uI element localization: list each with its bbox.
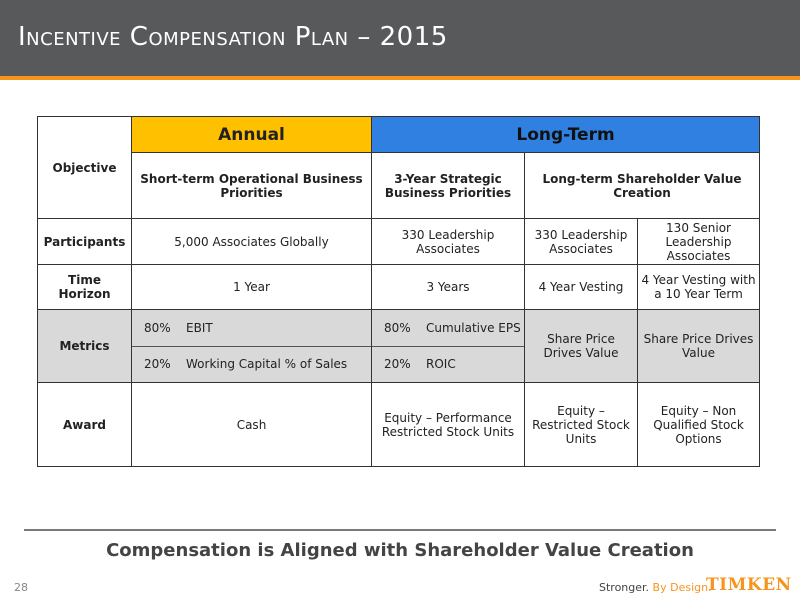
time-horizon-col3: 4 Year Vesting: [524, 264, 638, 310]
objective-strategic: 3-Year Strategic Business Priorities: [371, 152, 525, 219]
group-header-long-term: Long-Term: [370, 116, 761, 153]
table-row-metrics: Metrics 80% EBIT 20% Working Capital % of …: [37, 309, 761, 383]
participants-strategic: 330 Leadership Associates: [371, 218, 525, 265]
row-label-participants: Participants: [37, 218, 132, 265]
award-annual: Cash: [131, 382, 372, 467]
objective-annual: Short-term Operational Business Prioriti…: [131, 152, 372, 219]
footer-divider: [24, 529, 776, 531]
metric-label: Working Capital % of Sales: [186, 357, 348, 371]
table-row-objective: Short-term Operational Business Prioriti…: [38, 152, 761, 219]
row-label-objective: Objective: [37, 116, 132, 219]
row-label-award: Award: [37, 382, 132, 467]
metric-pct: 80%: [144, 321, 171, 335]
metric-strategic-2: 20% ROIC: [372, 346, 524, 382]
page-number: 28: [14, 581, 28, 594]
metrics-col3: Share Price Drives Value: [524, 309, 638, 383]
table-header-row: Objective Annual Long-Term: [37, 116, 761, 219]
title-bar: Incentive Compensation Plan – 2015: [0, 0, 800, 76]
header-accent-rule: [0, 76, 800, 80]
tagline: Compensation is Aligned with Shareholder…: [106, 540, 694, 561]
metrics-col4: Share Price Drives Value: [636, 309, 761, 383]
row-label-time-horizon: Time Horizon: [37, 264, 132, 310]
timken-logo: TIMKEN: [706, 575, 792, 595]
objective-shareholder: Long-term Shareholder Value Creation: [523, 152, 761, 219]
metric-pct: 20%: [384, 357, 411, 371]
award-col4: Equity – Non Qualified Stock Options: [636, 382, 761, 467]
metric-pct: 20%: [144, 357, 171, 371]
time-horizon-col4: 4 Year Vesting with a 10 Year Term: [636, 264, 761, 310]
group-header-annual: Annual: [131, 116, 372, 153]
metric-strategic-1: 80% Cumulative EPS: [372, 310, 524, 347]
page-title: Incentive Compensation Plan – 2015: [18, 22, 448, 52]
participants-col4: 130 Senior Leadership Associates: [636, 218, 761, 265]
time-horizon-annual: 1 Year: [131, 264, 372, 310]
award-col3: Equity – Restricted Stock Units: [524, 382, 638, 467]
table-row-time-horizon: Time Horizon 1 Year 3 Years 4 Year Vesti…: [37, 264, 761, 310]
participants-col3: 330 Leadership Associates: [524, 218, 638, 265]
table-row-participants: Participants 5,000 Associates Globally 3…: [37, 218, 761, 265]
metric-label: ROIC: [426, 357, 456, 371]
metrics-strategic: 80% Cumulative EPS 20% ROIC: [371, 309, 525, 383]
metric-annual-2: 20% Working Capital % of Sales: [132, 346, 371, 382]
brand-by-design: By Design.: [652, 581, 712, 594]
participants-annual: 5,000 Associates Globally: [131, 218, 372, 265]
metric-annual-1: 80% EBIT: [132, 310, 371, 347]
brand-slogan: Stronger. By Design.: [599, 581, 712, 594]
compensation-table: Objective Annual Long-Term Short-term Op…: [37, 116, 761, 467]
award-strategic: Equity – Performance Restricted Stock Un…: [371, 382, 525, 467]
metric-pct: 80%: [384, 321, 411, 335]
metric-label: EBIT: [186, 321, 213, 335]
metric-label: Cumulative EPS: [426, 321, 521, 335]
brand-stronger: Stronger.: [599, 581, 650, 594]
time-horizon-strategic: 3 Years: [371, 264, 525, 310]
row-label-metrics: Metrics: [37, 309, 132, 383]
table-row-award: Award Cash Equity – Performance Restrict…: [37, 382, 761, 467]
metrics-annual: 80% EBIT 20% Working Capital % of Sales: [131, 309, 372, 383]
